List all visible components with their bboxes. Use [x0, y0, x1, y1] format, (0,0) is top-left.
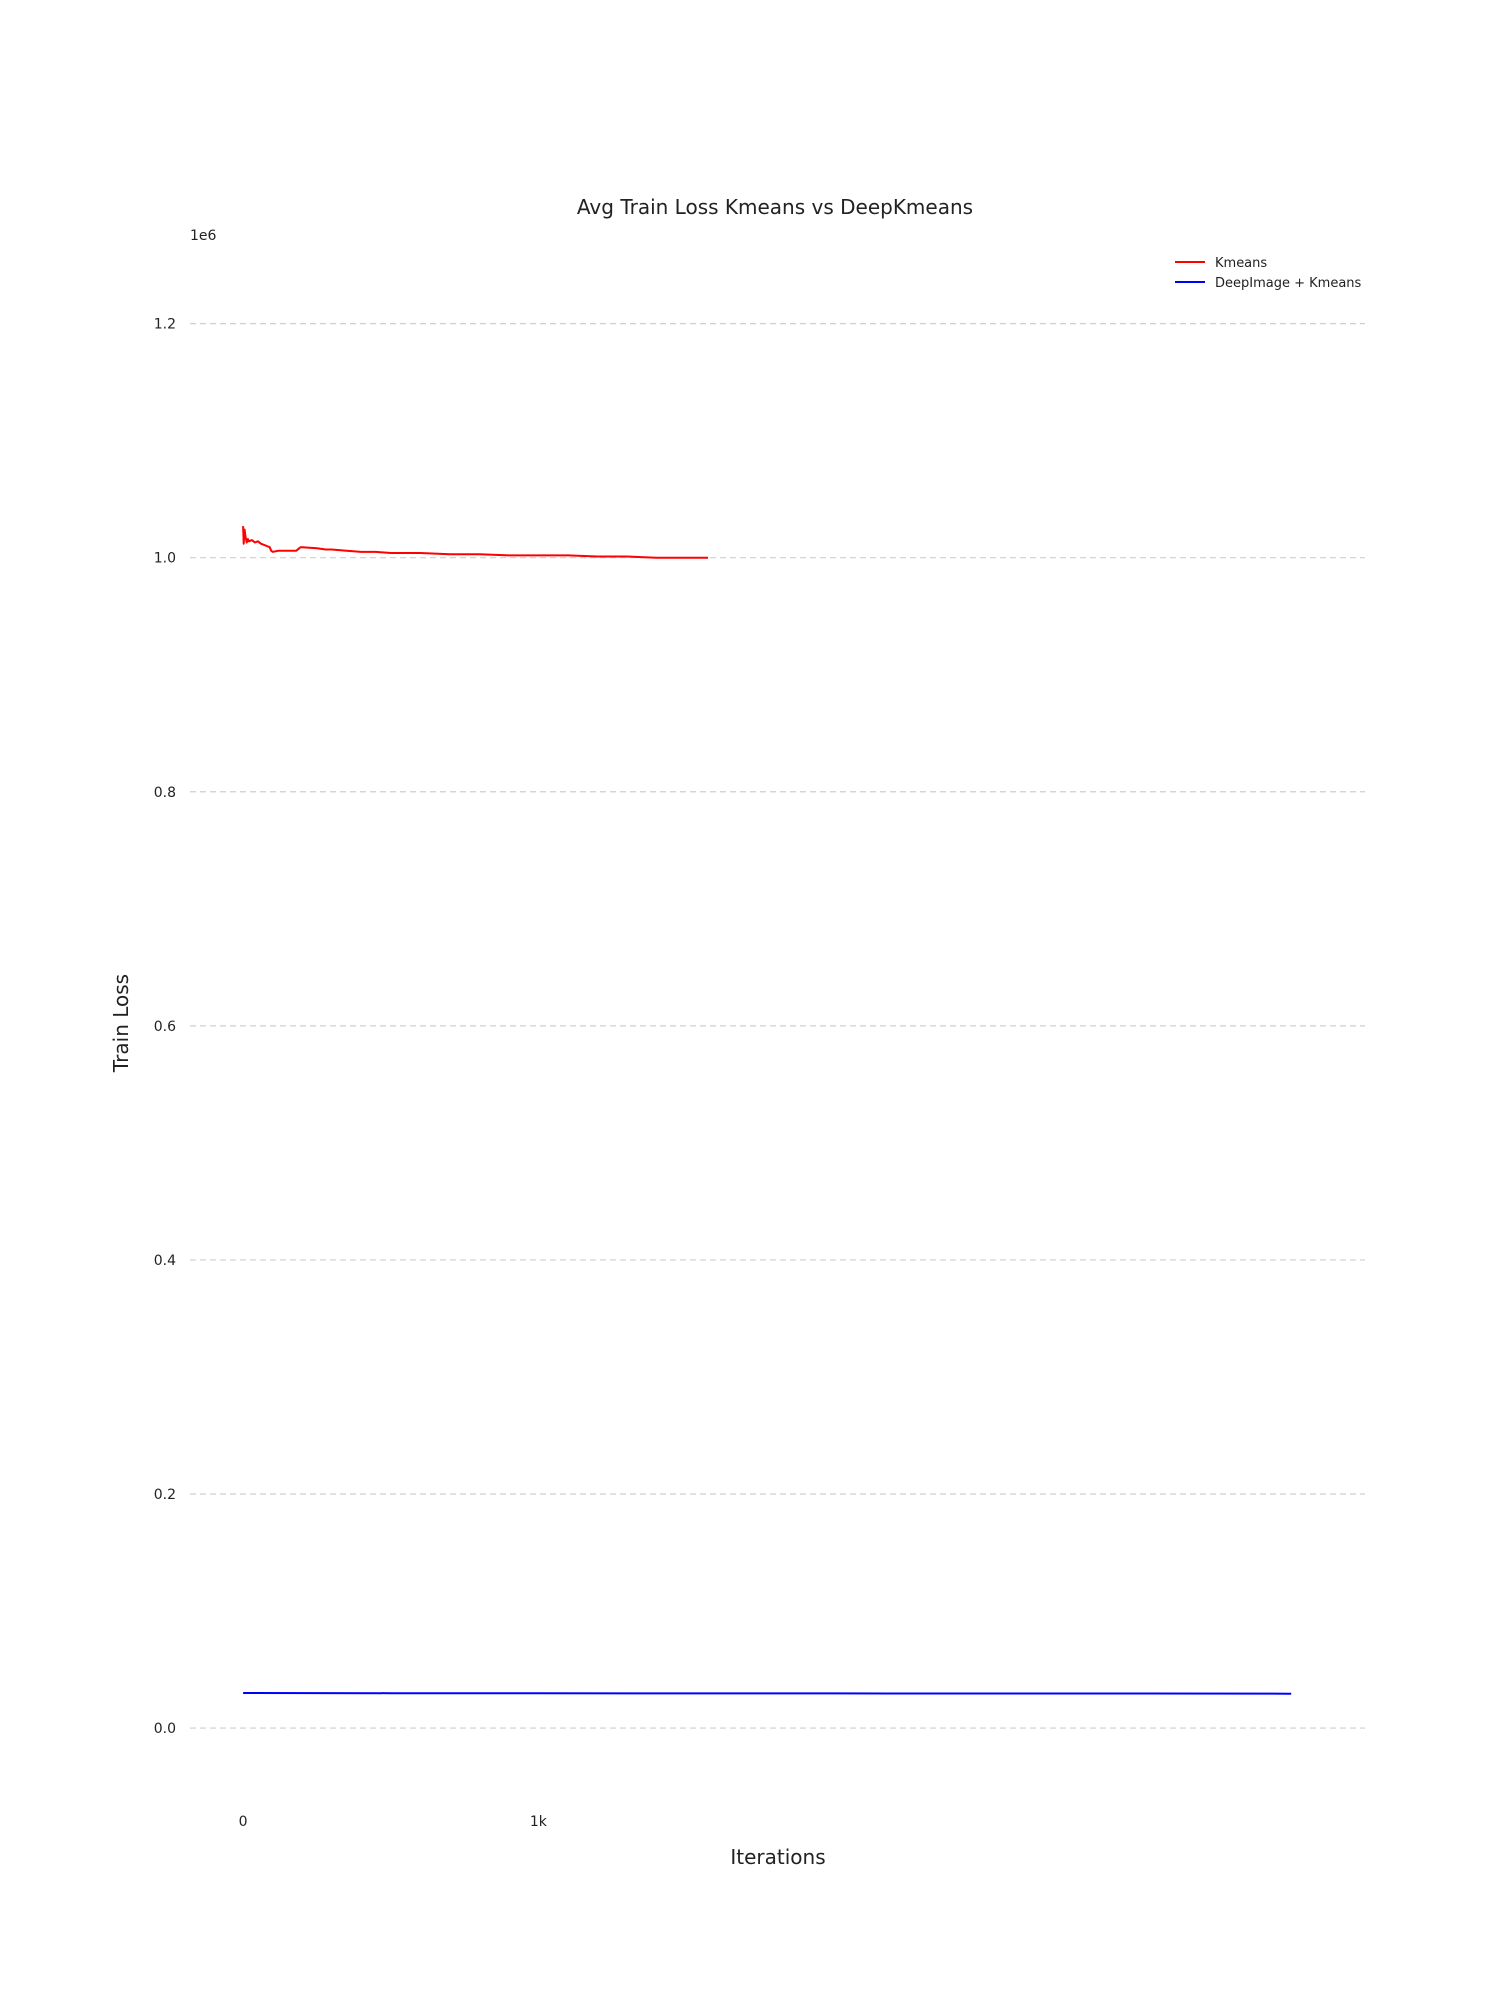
legend-label: Kmeans: [1215, 256, 1267, 271]
y-tick-label: 0.2: [154, 1487, 176, 1503]
chart-title: Avg Train Loss Kmeans vs DeepKmeans: [577, 195, 973, 219]
y-tick-label: 0.6: [154, 1019, 176, 1035]
grid-lines: [190, 323, 1365, 1729]
y-tick-label: 0.4: [154, 1253, 176, 1269]
x-tick-label: 1k: [530, 1814, 548, 1830]
legend: Kmeans DeepImage + Kmeans: [1175, 256, 1362, 291]
y-tick-label: 1.0: [154, 551, 176, 567]
x-axis-title: Iterations: [730, 1845, 825, 1869]
x-tick-label: 0: [239, 1814, 248, 1830]
y-tick-labels: 0.0 0.2 0.4 0.6 0.8 1.0 1.2: [154, 317, 176, 1737]
series-line-deepimage-kmeans: [243, 1692, 1292, 1695]
y-tick-label: 0.8: [154, 785, 176, 801]
y-tick-label: 0.0: [154, 1721, 176, 1737]
legend-label: DeepImage + Kmeans: [1215, 276, 1362, 291]
y-axis-title: Train Loss: [109, 974, 133, 1073]
x-tick-labels: 0 1k: [239, 1814, 548, 1830]
y-axis-multiplier: 1e6: [190, 228, 217, 244]
series-line-kmeans: [242, 526, 709, 559]
series-lines: [242, 526, 1292, 1695]
y-tick-label: 1.2: [154, 317, 176, 333]
